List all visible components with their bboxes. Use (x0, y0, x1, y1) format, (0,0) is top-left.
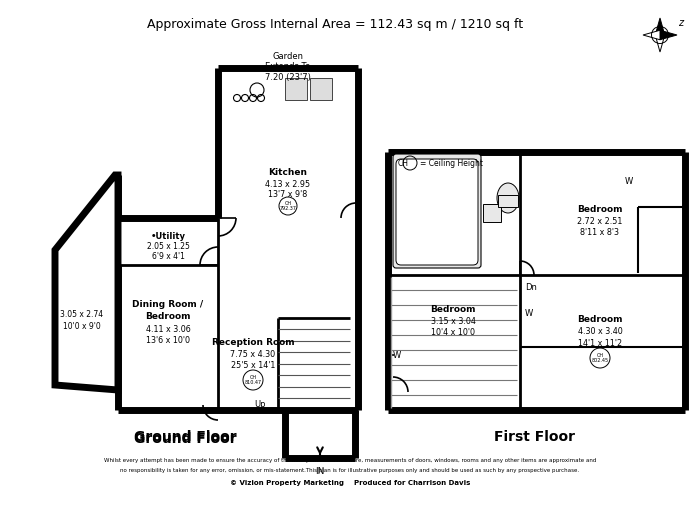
Text: CH
810.47: CH 810.47 (244, 375, 262, 385)
Polygon shape (660, 30, 677, 40)
Text: 3.05 x 2.74: 3.05 x 2.74 (60, 310, 104, 319)
Text: Dining Room /: Dining Room / (132, 300, 204, 309)
Text: 8'11 x 8'3: 8'11 x 8'3 (580, 228, 620, 237)
Text: First Floor: First Floor (494, 430, 575, 444)
Bar (310, 78, 332, 100)
Text: Dn: Dn (525, 283, 537, 292)
Text: 13'6 x 10'0: 13'6 x 10'0 (146, 336, 190, 345)
Text: W: W (624, 177, 633, 187)
Polygon shape (55, 175, 118, 390)
Text: Reception Room: Reception Room (211, 338, 294, 347)
Bar (285, 78, 307, 100)
Text: IN: IN (315, 467, 325, 476)
Bar (498, 195, 518, 207)
Text: 10'4 x 10'0: 10'4 x 10'0 (431, 328, 475, 337)
Polygon shape (655, 18, 665, 35)
Text: Kitchen: Kitchen (269, 168, 307, 177)
Text: 14'1 x 11'2: 14'1 x 11'2 (578, 339, 622, 348)
Text: 25'5 x 14'1: 25'5 x 14'1 (231, 361, 275, 370)
Polygon shape (643, 30, 660, 40)
Text: •Utility: •Utility (150, 232, 186, 241)
Text: 6'9 x 4'1: 6'9 x 4'1 (152, 252, 184, 261)
Text: Garden
Extends To
7.20 (23'7): Garden Extends To 7.20 (23'7) (265, 52, 311, 82)
Text: 4.30 x 3.40: 4.30 x 3.40 (578, 327, 622, 336)
Text: Bedroom: Bedroom (146, 312, 190, 321)
FancyBboxPatch shape (393, 154, 481, 268)
Text: W: W (393, 350, 401, 359)
Text: © Vizion Property Marketing    Produced for Charrison Davis: © Vizion Property Marketing Produced for… (230, 480, 470, 486)
Text: CH
802.45: CH 802.45 (592, 352, 608, 364)
Text: W: W (525, 308, 533, 317)
Text: Up: Up (254, 400, 266, 409)
Text: Bedroom: Bedroom (430, 305, 476, 314)
Text: 13'7 x 9'8: 13'7 x 9'8 (268, 190, 307, 199)
Text: Whilst every attempt has been made to ensure the accuracy of the floor plan cont: Whilst every attempt has been made to en… (104, 458, 596, 463)
Text: z: z (678, 18, 683, 28)
Text: Bedroom: Bedroom (578, 315, 623, 324)
Ellipse shape (497, 183, 519, 213)
Text: 7.75 x 4.30: 7.75 x 4.30 (230, 350, 276, 359)
Text: 4.13 x 2.95: 4.13 x 2.95 (265, 180, 311, 189)
Polygon shape (655, 35, 665, 52)
Bar (483, 204, 501, 222)
FancyBboxPatch shape (396, 159, 478, 265)
Text: Ground Floor: Ground Floor (134, 432, 237, 446)
Text: CH: CH (398, 159, 409, 167)
Text: 2.72 x 2.51: 2.72 x 2.51 (578, 217, 623, 226)
Text: 2.05 x 1.25: 2.05 x 1.25 (146, 242, 190, 251)
Text: Ground Floor: Ground Floor (134, 430, 237, 444)
Text: = Ceiling Height: = Ceiling Height (420, 159, 483, 167)
Text: 3.15 x 3.04: 3.15 x 3.04 (430, 317, 475, 326)
Text: 4.11 x 3.06: 4.11 x 3.06 (146, 325, 190, 334)
Text: Bedroom: Bedroom (578, 205, 623, 214)
Text: 10'0 x 9'0: 10'0 x 9'0 (63, 322, 101, 331)
Text: CH
792.37: CH 792.37 (279, 201, 297, 211)
Text: no responsibility is taken for any error, omission, or mis-statement.This plan i: no responsibility is taken for any error… (120, 468, 580, 473)
Text: Approximate Gross Internal Area = 112.43 sq m / 1210 sq ft: Approximate Gross Internal Area = 112.43… (147, 18, 523, 31)
